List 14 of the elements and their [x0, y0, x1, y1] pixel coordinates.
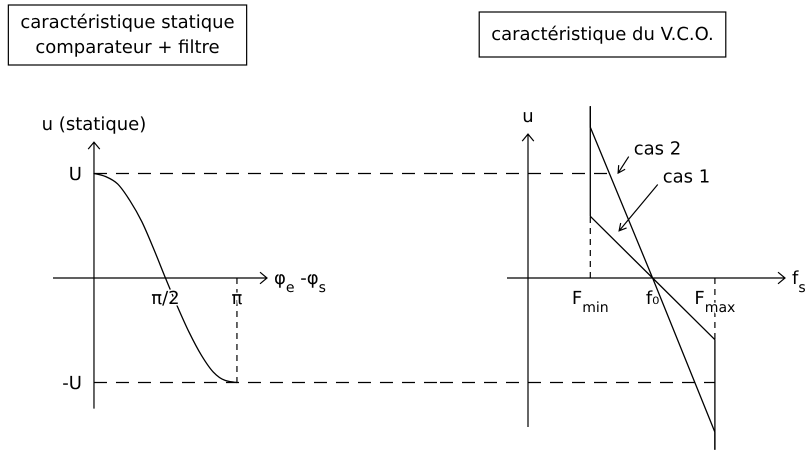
legend-label: cas 1	[662, 166, 710, 188]
x-tick-label: π	[232, 288, 243, 309]
y-axis-title: u	[522, 106, 534, 128]
chart-title: caractéristique statique comparateur + filtre	[20, 12, 235, 58]
chart-title: caractéristique du V.C.O.	[491, 24, 714, 45]
ref-line-label: -U	[62, 372, 82, 394]
y-axis-title: u (statique)	[42, 114, 146, 136]
x-tick-label: F$_{max}$	[694, 288, 736, 316]
x-axis-title: φ$_{e}$ -φ$_{s}$	[274, 268, 326, 296]
ref-line-label: U	[68, 164, 82, 185]
series-label: cas 2	[634, 138, 682, 160]
x-axis-title: f$_{s}$	[792, 268, 806, 296]
x-tick-label: F$_{min}$	[572, 288, 609, 316]
x-tick-label: f₀	[646, 288, 660, 309]
